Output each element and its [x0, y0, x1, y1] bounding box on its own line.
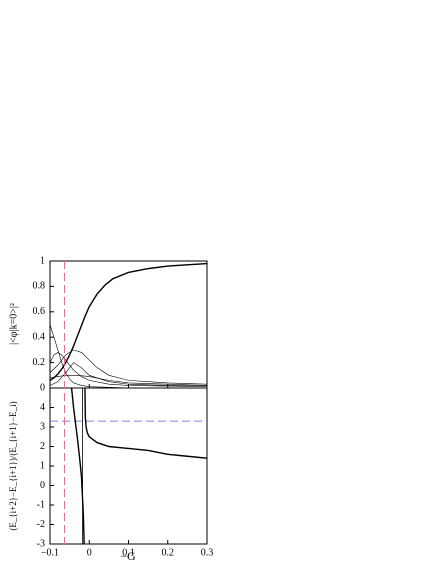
y-tick-label: 0.8: [33, 281, 46, 292]
data-line: [49, 262, 208, 381]
data-line: [70, 387, 208, 545]
plot-frame: [49, 260, 208, 389]
y-tick-label: 0.4: [33, 331, 46, 342]
x-axis-label: −G: [120, 549, 136, 563]
y-axis-label: (E_{i+2}−E_{i+1})/(E_{i+1}−E_i): [8, 401, 18, 530]
y-tick-label: 2: [40, 441, 45, 452]
x-tick-label: 0.1: [122, 547, 135, 558]
data-line: [49, 375, 208, 386]
y-tick-label: -3: [37, 538, 45, 549]
y-tick-label: 0: [40, 480, 45, 491]
y-tick-label: 1: [40, 255, 45, 266]
data-line: [49, 352, 208, 388]
x-tick-label: 0.3: [201, 547, 214, 558]
y-tick-label: 0: [40, 382, 45, 393]
y-tick-label: 0.6: [33, 306, 46, 317]
y-tick-label: 0.2: [33, 357, 46, 368]
data-line: [49, 324, 207, 389]
y-tick-label: -1: [37, 499, 45, 510]
x-tick-label: 0: [87, 547, 92, 558]
x-tick-label: −0.1: [41, 547, 59, 558]
y-tick-label: 3: [40, 421, 45, 432]
y-tick-label: -2: [37, 519, 45, 530]
x-tick-label: 0.2: [162, 547, 175, 558]
y-tick-label: 4: [40, 402, 45, 413]
y-axis-label: |<φ|k=0>|²: [8, 303, 19, 345]
y-tick-label: 1: [40, 460, 45, 471]
data-line: [49, 362, 207, 386]
data-line: [49, 349, 208, 385]
